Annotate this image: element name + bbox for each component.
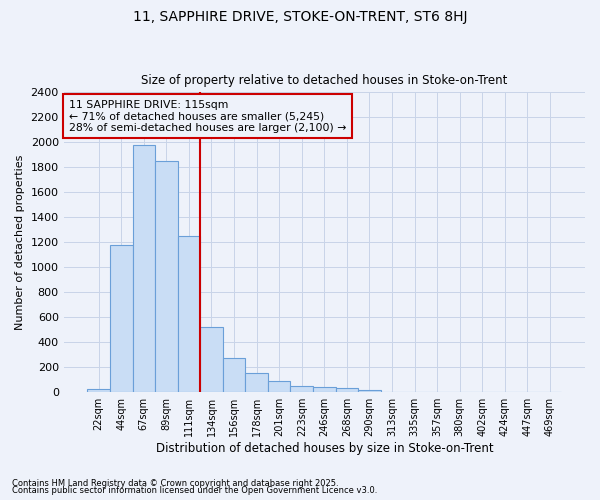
Bar (200, 326, 223, 392)
Text: 11, SAPPHIRE DRIVE, STOKE-ON-TRENT, ST6 8HJ: 11, SAPPHIRE DRIVE, STOKE-ON-TRENT, ST6 … (133, 10, 467, 24)
Bar (358, 390, 381, 392)
Text: Contains public sector information licensed under the Open Government Licence v3: Contains public sector information licen… (12, 486, 377, 495)
Title: Size of property relative to detached houses in Stoke-on-Trent: Size of property relative to detached ho… (141, 74, 508, 87)
Bar (335, 388, 358, 392)
Bar (223, 358, 245, 392)
Bar (155, 161, 178, 392)
Bar (313, 387, 335, 392)
Bar (268, 381, 290, 392)
Bar (290, 386, 313, 392)
Bar (88, 389, 110, 392)
Bar (245, 374, 268, 392)
Text: Contains HM Land Registry data © Crown copyright and database right 2025.: Contains HM Land Registry data © Crown c… (12, 478, 338, 488)
Bar (133, 146, 155, 392)
Y-axis label: Number of detached properties: Number of detached properties (15, 154, 25, 330)
Bar (178, 236, 200, 392)
Text: 11 SAPPHIRE DRIVE: 115sqm
← 71% of detached houses are smaller (5,245)
28% of se: 11 SAPPHIRE DRIVE: 115sqm ← 71% of detac… (69, 100, 346, 133)
X-axis label: Distribution of detached houses by size in Stoke-on-Trent: Distribution of detached houses by size … (155, 442, 493, 455)
Bar (110, 246, 133, 392)
